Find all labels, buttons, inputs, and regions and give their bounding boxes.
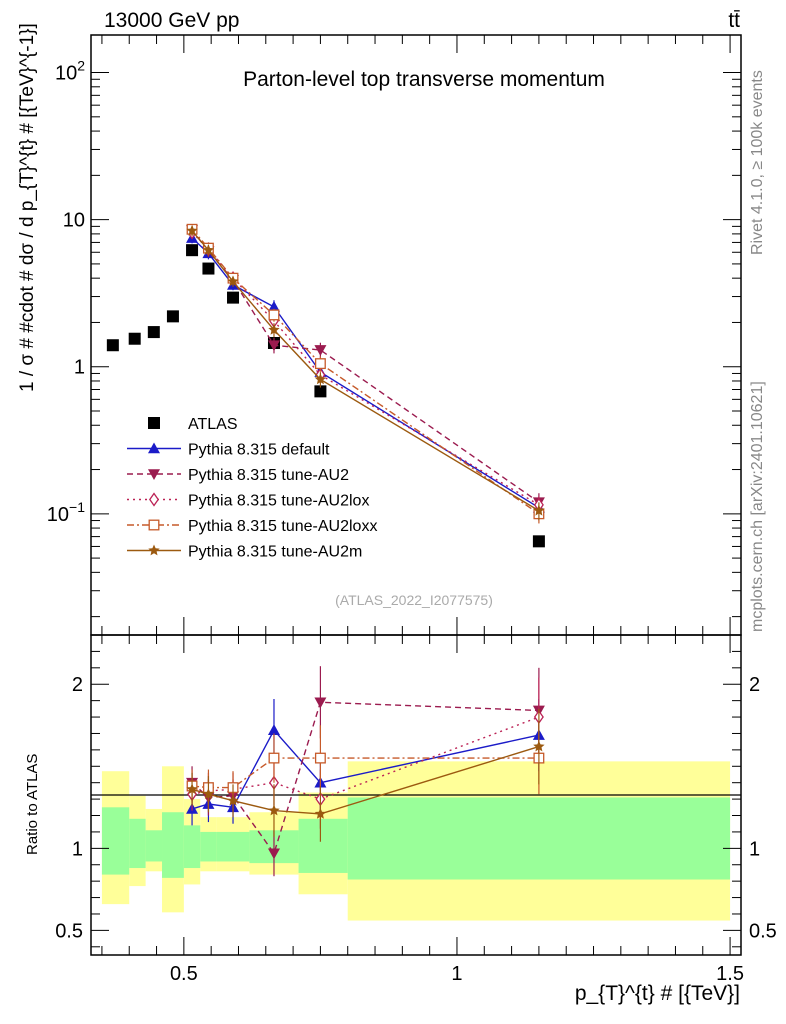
mcplots-label: mcplots.cern.ch [arXiv:2401.10621] xyxy=(749,381,766,632)
y-tick-label: 1 xyxy=(74,357,85,379)
series-line xyxy=(191,230,540,512)
legend-marker xyxy=(148,519,160,531)
legend-label: Pythia 8.315 tune-AU2loxx xyxy=(188,518,377,535)
legend-item: Pythia 8.315 default xyxy=(127,442,330,459)
upper-y-axis: 102 10 1 10−1 xyxy=(47,35,741,635)
ratio-line xyxy=(191,701,539,855)
legend-item: Pythia 8.315 tune-AU2lox xyxy=(127,492,369,510)
data-point xyxy=(268,309,280,321)
chart-title: Parton-level top transverse momentum xyxy=(243,68,605,91)
legend-item: Pythia 8.315 tune-AU2 xyxy=(127,467,349,484)
ratio-point xyxy=(314,807,327,819)
ratio-line xyxy=(192,757,539,789)
data-point xyxy=(186,224,198,236)
inner-uncertainty-band xyxy=(216,831,250,862)
data-point xyxy=(227,275,239,287)
data-point xyxy=(202,244,215,255)
legend-marker xyxy=(149,492,159,507)
series-5 xyxy=(186,224,545,521)
ratio-series-4 xyxy=(186,708,545,842)
legend-label: Pythia 8.315 default xyxy=(188,442,330,459)
upper-panel: 102 10 1 10−1 Parton-level top transverse m… xyxy=(17,23,742,636)
ratio-y-tick-label-right: 2 xyxy=(749,674,760,696)
ratio-y-tick-label: 2 xyxy=(72,674,83,696)
atlas-point xyxy=(227,291,240,304)
ratio-y-tick-label-right: 0.5 xyxy=(749,920,777,942)
inner-uncertainty-band xyxy=(129,818,146,869)
atlas-point xyxy=(186,244,199,257)
inner-uncertainty-band xyxy=(200,831,217,862)
lower-axes: 0.5 0.5 1 1 2 2 0.5 1 1.5 xyxy=(55,635,777,985)
legend-item: Pythia 8.315 tune-AU2loxx xyxy=(127,518,377,535)
ratio-point xyxy=(267,724,280,735)
x-axis-label: p_{T}^{t} # [{TeV}] xyxy=(575,982,740,1005)
legend-item: ATLAS xyxy=(148,416,238,433)
upper-y-axis-label: 1 / σ # #cdot # dσ / d p_{T}^{t} # [{TeV… xyxy=(17,23,38,392)
atlas-point xyxy=(166,310,179,323)
atlas-point xyxy=(202,262,215,275)
data-point xyxy=(314,345,327,356)
analysis-watermark: (ATLAS_2022_I2077575) xyxy=(335,592,493,608)
series-0 xyxy=(106,244,545,548)
data-point xyxy=(267,300,280,312)
ratio-point xyxy=(227,794,239,806)
ratio-point xyxy=(533,740,545,752)
process-label: tt̄ xyxy=(728,9,740,32)
ratio-y-tick-label-right: 1 xyxy=(749,838,760,860)
ratio-y-axis-label: Ratio to ATLAS xyxy=(24,754,41,855)
ratio-point xyxy=(268,752,280,764)
legend-marker xyxy=(148,417,160,429)
legend-marker xyxy=(148,442,160,454)
inner-uncertainty-band xyxy=(101,807,130,875)
upper-marks xyxy=(106,223,545,548)
data-point xyxy=(314,373,327,385)
series-line xyxy=(191,231,540,506)
atlas-point xyxy=(314,385,327,398)
atlas-point xyxy=(106,339,119,352)
inner-uncertainty-band xyxy=(298,818,348,873)
legend-label: ATLAS xyxy=(188,416,238,433)
inner-uncertainty-band xyxy=(145,830,163,862)
ratio-point xyxy=(202,788,215,799)
legend-marker xyxy=(148,544,160,556)
rivet-version-label: Rivet 4.1.0, ≥ 100k events xyxy=(749,70,766,255)
lower-marks xyxy=(186,666,545,877)
lower-panel: 0.5 0.5 1 1 2 2 0.5 1 1.5 Ratio to ATLAS p_{T}^{… xyxy=(24,634,777,1005)
data-point xyxy=(267,340,280,352)
legend-marker xyxy=(148,469,160,480)
x-tick-label: 0.5 xyxy=(170,963,198,985)
y-tick-label: 10 xyxy=(63,210,85,232)
series-line xyxy=(191,229,540,503)
inner-uncertainty-band xyxy=(347,797,731,880)
ratio-point xyxy=(268,804,280,816)
atlas-point xyxy=(532,535,545,548)
atlas-point xyxy=(128,332,141,345)
energy-label: 13000 GeV pp xyxy=(104,9,239,32)
data-point xyxy=(533,504,545,516)
ratio-point xyxy=(267,848,280,860)
legend: ATLAS Pythia 8.315 default Pythia 8.315 tu… xyxy=(127,416,377,561)
legend-label: Pythia 8.315 tune-AU2 xyxy=(188,467,349,484)
y-tick-label: 10−1 xyxy=(47,499,85,526)
x-tick-label: 1.5 xyxy=(716,963,744,985)
atlas-point xyxy=(147,326,160,339)
inner-uncertainty-band xyxy=(183,825,201,869)
ratio-point xyxy=(314,752,326,764)
data-point xyxy=(314,358,326,370)
legend-label: Pythia 8.315 tune-AU2lox xyxy=(188,493,369,510)
legend-label: Pythia 8.315 tune-AU2m xyxy=(188,544,362,561)
data-point xyxy=(268,323,280,335)
x-tick-label: 1 xyxy=(451,963,462,985)
legend-item: Pythia 8.315 tune-AU2m xyxy=(127,544,362,561)
ratio-point xyxy=(186,783,198,795)
y-tick-label: 102 xyxy=(55,58,85,85)
ratio-y-tick-label: 0.5 xyxy=(55,920,83,942)
ratio-point xyxy=(314,697,327,709)
lower-frame xyxy=(90,634,742,956)
inner-uncertainty-band xyxy=(162,812,184,878)
ratio-y-tick-label: 1 xyxy=(72,838,83,860)
